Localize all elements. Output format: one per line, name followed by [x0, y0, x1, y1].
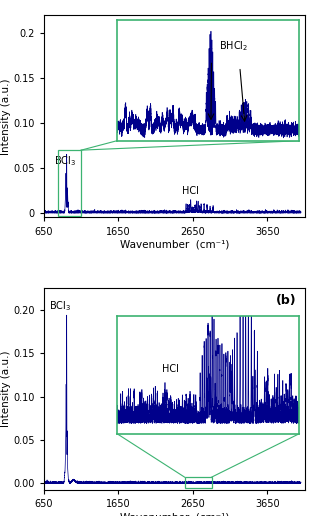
- Y-axis label: Intensity (a.u.): Intensity (a.u.): [1, 78, 11, 155]
- Text: (a): (a): [277, 22, 297, 35]
- Bar: [185, 477, 212, 489]
- X-axis label: Wavenumber  (cm⁻¹): Wavenumber (cm⁻¹): [120, 239, 229, 249]
- Text: HCl: HCl: [182, 186, 199, 196]
- Y-axis label: Intensity (a.u.): Intensity (a.u.): [1, 351, 11, 427]
- Text: (b): (b): [276, 294, 297, 307]
- Text: HCl: HCl: [162, 364, 179, 374]
- Text: BCl$_3$: BCl$_3$: [49, 299, 71, 313]
- Bar: [58, 150, 81, 216]
- Text: BCl$_3$: BCl$_3$: [54, 154, 77, 168]
- Text: BHCl$_2$: BHCl$_2$: [219, 39, 248, 53]
- X-axis label: Wavenumber  (cm⁻¹): Wavenumber (cm⁻¹): [120, 512, 229, 516]
